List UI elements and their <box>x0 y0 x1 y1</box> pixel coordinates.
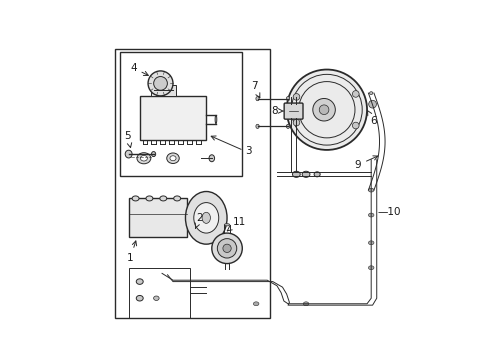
Ellipse shape <box>253 302 259 306</box>
Ellipse shape <box>151 152 155 157</box>
Ellipse shape <box>369 189 372 192</box>
Ellipse shape <box>286 96 289 101</box>
Bar <box>128 198 186 237</box>
Ellipse shape <box>166 153 179 163</box>
Ellipse shape <box>132 196 139 201</box>
Circle shape <box>312 99 335 121</box>
Circle shape <box>319 105 328 114</box>
Ellipse shape <box>146 196 153 201</box>
Text: 1: 1 <box>127 241 136 263</box>
Circle shape <box>286 69 366 150</box>
Circle shape <box>293 94 299 100</box>
Ellipse shape <box>367 213 373 217</box>
Ellipse shape <box>302 171 309 177</box>
Circle shape <box>368 100 376 108</box>
Ellipse shape <box>137 153 150 164</box>
Ellipse shape <box>125 150 132 158</box>
Ellipse shape <box>313 172 320 177</box>
Text: 7: 7 <box>250 81 259 98</box>
Ellipse shape <box>255 124 259 129</box>
Ellipse shape <box>224 224 229 226</box>
Text: 8: 8 <box>271 106 283 116</box>
Text: —10: —10 <box>377 207 400 217</box>
Bar <box>150 85 175 96</box>
Ellipse shape <box>292 171 300 177</box>
Circle shape <box>352 91 358 97</box>
Circle shape <box>217 239 236 258</box>
Text: 2: 2 <box>195 213 203 228</box>
Text: 4: 4 <box>130 63 148 76</box>
Circle shape <box>153 77 167 90</box>
Ellipse shape <box>140 156 147 161</box>
FancyBboxPatch shape <box>284 103 303 119</box>
Bar <box>128 268 189 318</box>
Bar <box>115 49 269 318</box>
Ellipse shape <box>369 92 372 94</box>
Bar <box>120 51 242 176</box>
Ellipse shape <box>153 296 159 301</box>
Ellipse shape <box>185 192 226 244</box>
Ellipse shape <box>367 188 373 192</box>
Ellipse shape <box>160 196 166 201</box>
Ellipse shape <box>367 241 373 245</box>
Ellipse shape <box>286 124 289 129</box>
Circle shape <box>223 244 231 252</box>
Text: 6: 6 <box>366 110 376 126</box>
Ellipse shape <box>193 203 218 233</box>
FancyBboxPatch shape <box>140 96 206 140</box>
Ellipse shape <box>173 196 180 201</box>
Text: 9: 9 <box>354 156 377 170</box>
Ellipse shape <box>255 96 259 101</box>
Ellipse shape <box>208 155 214 162</box>
Circle shape <box>148 71 173 96</box>
Circle shape <box>293 119 299 126</box>
Text: 5: 5 <box>124 131 131 148</box>
Text: 11: 11 <box>227 217 245 231</box>
Circle shape <box>211 233 242 264</box>
Ellipse shape <box>202 212 210 223</box>
Ellipse shape <box>136 279 143 284</box>
Circle shape <box>352 122 358 129</box>
Ellipse shape <box>136 296 143 301</box>
Ellipse shape <box>170 156 176 161</box>
Ellipse shape <box>303 302 308 306</box>
Ellipse shape <box>367 266 373 270</box>
Ellipse shape <box>215 115 216 123</box>
Text: 3: 3 <box>244 146 251 156</box>
